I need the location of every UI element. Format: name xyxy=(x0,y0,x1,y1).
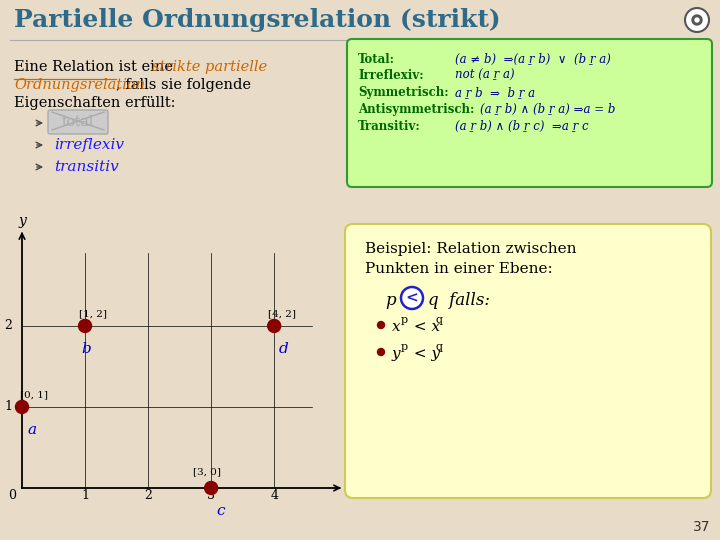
Text: 1: 1 xyxy=(81,489,89,502)
FancyBboxPatch shape xyxy=(48,110,108,134)
Circle shape xyxy=(685,8,709,32)
Text: , falls sie folgende: , falls sie folgende xyxy=(116,78,251,92)
Text: 0: 0 xyxy=(8,489,16,502)
Text: 2: 2 xyxy=(144,489,152,502)
Text: total: total xyxy=(62,115,94,129)
Text: Irreflexiv:: Irreflexiv: xyxy=(358,69,423,82)
FancyBboxPatch shape xyxy=(347,39,712,187)
Text: c: c xyxy=(216,504,225,518)
Circle shape xyxy=(377,321,384,328)
Circle shape xyxy=(377,348,384,355)
Text: a ṟ b  ⇒  b ṟ a: a ṟ b ⇒ b ṟ a xyxy=(455,86,535,99)
Circle shape xyxy=(204,482,217,495)
Text: a: a xyxy=(27,423,36,437)
Text: [1, 2]: [1, 2] xyxy=(79,309,107,318)
Text: p: p xyxy=(401,315,408,325)
Text: y: y xyxy=(18,214,26,228)
FancyBboxPatch shape xyxy=(345,224,711,498)
Text: Symmetrisch:: Symmetrisch: xyxy=(358,86,449,99)
Text: not (a ṟ a): not (a ṟ a) xyxy=(455,69,515,82)
Text: [3, 0]: [3, 0] xyxy=(193,467,221,476)
Text: 1: 1 xyxy=(4,401,12,414)
Text: y: y xyxy=(392,347,400,361)
Text: Eigenschaften erfüllt:: Eigenschaften erfüllt: xyxy=(14,96,176,110)
Text: Eine Relation ist eine: Eine Relation ist eine xyxy=(14,60,178,74)
Circle shape xyxy=(401,287,423,309)
Text: p: p xyxy=(385,292,395,309)
Text: Beispiel: Relation zwischen: Beispiel: Relation zwischen xyxy=(365,242,577,256)
Circle shape xyxy=(692,15,702,25)
Text: transitiv: transitiv xyxy=(54,160,119,174)
Text: Transitiv:: Transitiv: xyxy=(358,120,420,133)
Circle shape xyxy=(16,401,29,414)
Text: x: x xyxy=(348,481,356,495)
Text: x: x xyxy=(392,320,400,334)
Text: < x: < x xyxy=(409,320,440,334)
Text: [0, 1]: [0, 1] xyxy=(20,390,48,399)
Text: 2: 2 xyxy=(4,320,12,333)
Text: Ordnungsrelation: Ordnungsrelation xyxy=(14,78,145,92)
Circle shape xyxy=(78,320,91,333)
Text: q: q xyxy=(435,315,442,325)
Text: Punkten in einer Ebene:: Punkten in einer Ebene: xyxy=(365,262,553,276)
Text: strikte partielle: strikte partielle xyxy=(152,60,267,74)
Text: <: < xyxy=(405,291,418,305)
Text: p: p xyxy=(401,342,408,352)
Circle shape xyxy=(695,18,699,22)
Text: (a ṟ b) ∧ (b ṟ c)  ⇒a ṟ c: (a ṟ b) ∧ (b ṟ c) ⇒a ṟ c xyxy=(455,120,589,133)
Text: Partielle Ordnungsrelation (strikt): Partielle Ordnungsrelation (strikt) xyxy=(14,8,500,32)
Text: irreflexiv: irreflexiv xyxy=(54,138,124,152)
Text: Antisymmetrisch:: Antisymmetrisch: xyxy=(358,103,474,116)
Text: 4: 4 xyxy=(270,489,278,502)
Text: < y: < y xyxy=(409,347,440,361)
Text: 37: 37 xyxy=(693,520,710,534)
Text: (a ṟ b) ∧ (b ṟ a) ⇒a = b: (a ṟ b) ∧ (b ṟ a) ⇒a = b xyxy=(480,103,616,116)
Text: (a ≠ b)  ⇒(a ṟ b)  ∨  (b ṟ a): (a ≠ b) ⇒(a ṟ b) ∨ (b ṟ a) xyxy=(455,53,611,66)
Text: q: q xyxy=(435,342,442,352)
Text: Total:: Total: xyxy=(358,53,395,66)
Text: b: b xyxy=(81,342,91,356)
Text: [4, 2]: [4, 2] xyxy=(268,309,296,318)
Text: q  falls:: q falls: xyxy=(428,292,490,309)
Circle shape xyxy=(268,320,281,333)
Text: 3: 3 xyxy=(207,489,215,502)
Text: d: d xyxy=(279,342,289,356)
